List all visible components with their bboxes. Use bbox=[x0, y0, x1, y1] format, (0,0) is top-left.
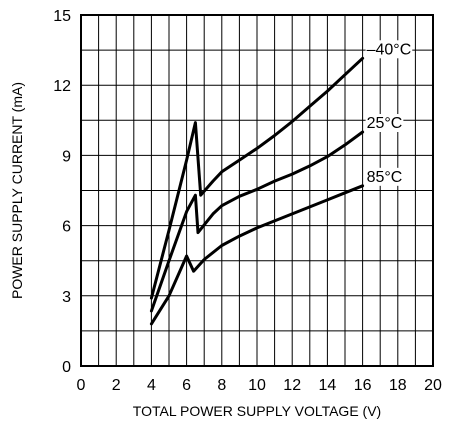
y-tick-label: 0 bbox=[62, 359, 71, 376]
x-tick-label: 18 bbox=[389, 377, 407, 394]
series-label-background bbox=[365, 114, 404, 132]
series-line-0 bbox=[149, 56, 365, 300]
x-tick-label: 10 bbox=[248, 377, 266, 394]
y-tick-label: 6 bbox=[62, 219, 71, 236]
series-label-background bbox=[365, 40, 413, 59]
y-tick-label: 15 bbox=[53, 8, 71, 25]
series-line-1 bbox=[149, 130, 365, 313]
plot-frame bbox=[80, 14, 434, 367]
y-tick-labels: 0 3 6 9 12 15 bbox=[53, 8, 71, 376]
series-line-2 bbox=[149, 184, 365, 326]
x-tick-label: 6 bbox=[182, 377, 191, 394]
series-lines bbox=[149, 56, 365, 326]
x-tick-label: 20 bbox=[424, 377, 442, 394]
series-label: –40°C bbox=[367, 41, 412, 58]
x-tick-label: 14 bbox=[319, 377, 337, 394]
series-label: 25°C bbox=[367, 115, 403, 132]
y-axis-label: POWER SUPPLY CURRENT (mA) bbox=[9, 82, 25, 299]
series-labels: –40°C 25°C 85°C bbox=[365, 40, 413, 186]
x-tick-label: 16 bbox=[354, 377, 372, 394]
x-tick-labels: 0 2 4 6 8 10 12 14 16 18 20 bbox=[77, 377, 442, 394]
y-tick-label: 12 bbox=[53, 78, 71, 95]
y-tick-label: 9 bbox=[62, 148, 71, 165]
x-tick-label: 8 bbox=[217, 377, 226, 394]
x-tick-label: 4 bbox=[147, 377, 156, 394]
x-tick-label: 0 bbox=[77, 377, 86, 394]
series-label-background bbox=[365, 167, 404, 186]
x-axis-label: TOTAL POWER SUPPLY VOLTAGE (V) bbox=[133, 403, 381, 419]
y-tick-label: 3 bbox=[62, 289, 71, 306]
x-tick-label: 12 bbox=[283, 377, 301, 394]
x-tick-label: 2 bbox=[112, 377, 121, 394]
series-label: 85°C bbox=[367, 169, 403, 186]
